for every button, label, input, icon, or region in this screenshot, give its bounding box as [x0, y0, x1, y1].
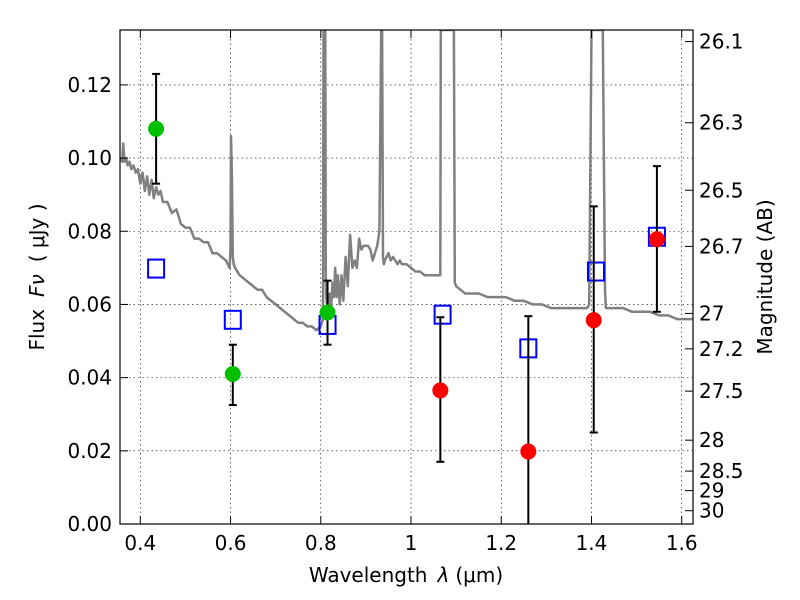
- y2-tick-label: 26.3: [699, 111, 744, 135]
- model-photometry-square: [147, 258, 166, 279]
- y2-tick-label: 26.7: [699, 234, 744, 258]
- x-axis-label-text: Wavelength: [309, 563, 428, 587]
- detections-point: [224, 365, 241, 382]
- x-axis-unit: (μm): [455, 563, 503, 587]
- grid-lines: [120, 30, 693, 525]
- x-tick-label: 0.6: [215, 531, 247, 555]
- model-photometry-square: [433, 304, 452, 325]
- y2-tick-label: 28: [699, 428, 724, 452]
- y2-tick-label: 27: [699, 301, 724, 325]
- detections-point: [148, 120, 165, 137]
- x-tick-labels: 0.4 0.6 0.8 1 1.2 1.4 1.6: [124, 531, 697, 555]
- x-tick-label: 1.2: [485, 531, 517, 555]
- y-tick-label: 0.02: [67, 439, 112, 463]
- x-axis-symbol: λ: [437, 563, 450, 587]
- y-tick-label: 0.08: [67, 219, 112, 243]
- tick-marks: [120, 30, 693, 525]
- x-tick-label: 1.6: [666, 531, 698, 555]
- y-axis-unit: ( μJy ): [25, 203, 49, 262]
- nondetections-point: [585, 312, 602, 329]
- y-tick-labels: 0.00 0.02 0.04 0.06 0.08 0.10 0.12: [67, 73, 112, 536]
- y-tick-label: 0.06: [67, 292, 112, 316]
- points-layer: [147, 72, 666, 524]
- y2-tick-label: 27.2: [699, 337, 744, 361]
- y2-tick-label: 29: [699, 479, 724, 503]
- x-tick-label: 1.4: [576, 531, 608, 555]
- y-axis-label-text: Flux: [25, 309, 49, 351]
- y2-tick-label: 26.5: [699, 178, 744, 202]
- y-axis-label: Flux Fν ( μJy ): [25, 203, 49, 350]
- nondetections-point: [648, 231, 665, 248]
- y-axis-symbol: Fν: [25, 274, 49, 297]
- plot-frame: [119, 29, 694, 525]
- x-tick-label: 0.4: [124, 531, 156, 555]
- x-tick-label: 0.8: [305, 531, 337, 555]
- y2-axis-label: Magnitude (AB): [753, 199, 777, 354]
- model-photometry-square: [223, 309, 242, 330]
- y-tick-label: 0.00: [67, 512, 112, 536]
- x-tick-label: 1: [405, 531, 418, 555]
- y2-tick-label: 26.1: [699, 30, 744, 54]
- y2-tick-label: 27.5: [699, 379, 744, 403]
- y2-tick-label: 28.5: [699, 459, 744, 483]
- y2-tick-label: 30: [699, 499, 724, 523]
- model-photometry-square: [586, 261, 605, 282]
- series-layer: [120, 30, 693, 332]
- y-tick-label: 0.04: [67, 366, 112, 390]
- detections-point: [319, 304, 336, 321]
- model-sed-line: [120, 30, 693, 332]
- x-axis-label: Wavelength λ (μm): [309, 563, 503, 587]
- nondetections-point: [520, 443, 537, 460]
- nondetections-point: [432, 382, 449, 399]
- y-tick-label: 0.10: [67, 146, 112, 170]
- y-tick-label: 0.12: [67, 73, 112, 97]
